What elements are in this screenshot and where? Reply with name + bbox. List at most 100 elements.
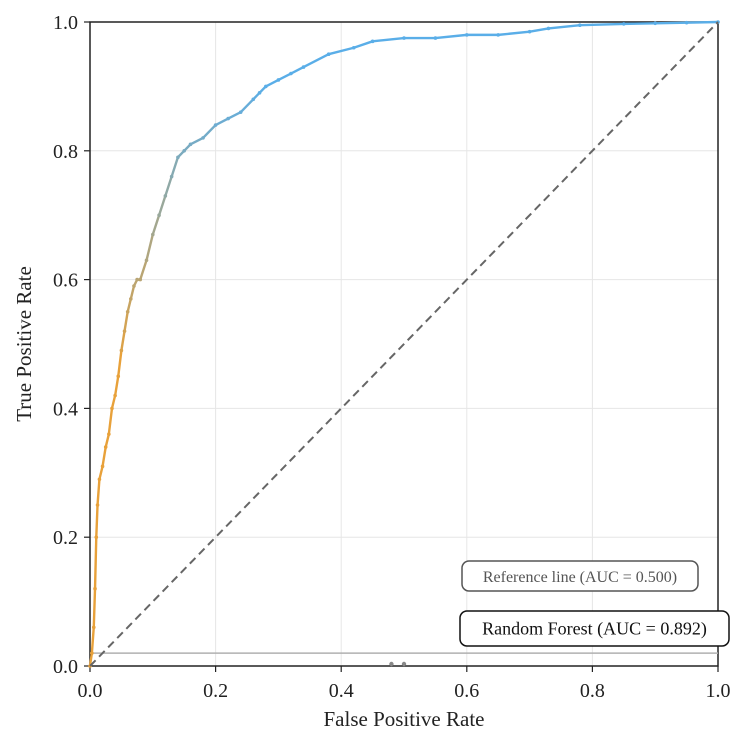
roc-curve-point (684, 20, 689, 25)
roc-curve-point (527, 29, 532, 34)
y-tick-label: 1.0 (53, 12, 78, 34)
roc-curve-point (289, 71, 293, 76)
roc-curve-point (351, 45, 356, 50)
legend-box (461, 560, 699, 592)
legend: Reference line (AUC = 0.500) Random Fores… (459, 560, 730, 647)
roc-curve-point (138, 277, 143, 282)
roc-curve-point (119, 348, 124, 353)
roc-curve-point (201, 136, 205, 140)
roc-curve-segment (622, 22, 657, 26)
roc-curve-point (169, 174, 174, 179)
roc-curve-point (546, 26, 551, 31)
roc-curve-segment (497, 30, 531, 37)
x-tick-label: 0.6 (454, 680, 479, 702)
roc-curve-segment (226, 110, 242, 120)
roc-curve-point (151, 232, 155, 237)
roc-curve-segment (145, 233, 155, 262)
y-axis-title: True Positive Rate (12, 266, 36, 422)
series-layer (88, 20, 720, 668)
roc-curve-segment (90, 626, 95, 655)
roc-curve-segment (151, 213, 161, 236)
x-axis-title: False Positive Rate (324, 707, 485, 731)
roc-curve-point (465, 33, 469, 37)
roc-curve-segment (96, 478, 101, 507)
roc-curve-point (433, 36, 438, 40)
roc-curve-segment (371, 36, 406, 43)
roc-curve-point (129, 297, 133, 301)
roc-curve-point (94, 535, 99, 539)
y-tick-label: 0.4 (53, 398, 78, 420)
roc-curve-segment (547, 24, 582, 30)
roc-curve-point (188, 142, 193, 147)
roc-curve-point (135, 277, 139, 282)
reference-line (89, 21, 719, 667)
roc-curve-segment (201, 123, 217, 140)
roc-curve-segment (123, 310, 129, 333)
roc-curve-point (163, 194, 168, 198)
roc-curve-segment (88, 651, 94, 668)
roc-curve-segment (302, 53, 330, 69)
x-tick-label: 1.0 (706, 680, 731, 702)
legend-label: Random Forest (AUC = 0.892) (482, 619, 707, 640)
roc-curve-point (264, 84, 268, 89)
legend-entry-random-forest: Random Forest (AUC = 0.892) (459, 610, 730, 647)
roc-curve-point (496, 33, 501, 37)
roc-curve-segment (189, 136, 205, 146)
y-tick-label: 0.2 (53, 527, 78, 549)
roc-curve-point (90, 651, 94, 655)
x-tick-label: 0.2 (203, 680, 228, 702)
roc-curve-point (176, 155, 180, 160)
legend-entry-reference: Reference line (AUC = 0.500) (461, 560, 699, 592)
roc-curve-point (103, 445, 108, 449)
roc-curve-point (653, 21, 657, 26)
roc-curve-segment (214, 117, 230, 127)
roc-curve-segment (139, 259, 148, 281)
roc-curve-segment (126, 297, 133, 313)
roc-curve-point (144, 258, 149, 263)
roc-curve-point (116, 374, 121, 379)
roc-curve-point (100, 464, 105, 469)
roc-curve-point (122, 329, 127, 333)
roc-curve-segment (277, 72, 293, 82)
roc-curve-segment (528, 27, 550, 33)
x-tick-label: 0.4 (329, 680, 354, 702)
roc-curve-segment (289, 65, 305, 75)
roc-curve-point (110, 406, 114, 411)
roc-curve-point (213, 123, 218, 127)
roc-curve-point (257, 91, 262, 95)
roc-curve-point (95, 503, 100, 507)
roc-curve-segment (578, 22, 625, 27)
roc-curve-segment (104, 432, 111, 449)
y-tick-label: 0.8 (53, 141, 78, 163)
roc-curve-segment (434, 33, 468, 40)
roc-curve-point (91, 625, 96, 630)
roc-curve-segment (352, 40, 374, 49)
x-tick-label: 0.0 (78, 680, 103, 702)
roc-curve-point (276, 78, 281, 82)
axis-ticks: 0.0 0.2 0.4 0.6 0.8 1.0 0.0 0.2 0.4 0.6 0.8 1.0 (53, 12, 731, 702)
roc-curve-point (93, 586, 97, 591)
roc-curve-point (182, 149, 186, 153)
roc-curve-segment (92, 587, 97, 629)
roc-curve-point (113, 393, 117, 398)
y-tick-label: 0.0 (53, 656, 78, 678)
roc-curve-segment (120, 329, 126, 352)
roc-curve-point (125, 310, 130, 314)
legend-label: Reference line (AUC = 0.500) (483, 569, 677, 586)
legend-box (459, 610, 730, 647)
roc-curve-segment (101, 445, 107, 468)
roc-curve-segment (117, 349, 123, 378)
roc-curve-point (578, 23, 582, 28)
roc-curve-point (301, 65, 306, 69)
roc-curve-segment (264, 78, 280, 88)
roc-curve-segment (95, 503, 99, 539)
roc-curve-point (226, 116, 230, 121)
y-tick-label: 0.6 (53, 270, 78, 292)
roc-curve-segment (110, 394, 117, 410)
roc-curve-point (157, 213, 161, 217)
roc-curve-point (370, 39, 375, 44)
roc-curve-segment (654, 21, 688, 25)
roc-curve-point (238, 110, 243, 114)
roc-curve-segment (685, 20, 720, 24)
roc-curve-segment (98, 465, 104, 481)
